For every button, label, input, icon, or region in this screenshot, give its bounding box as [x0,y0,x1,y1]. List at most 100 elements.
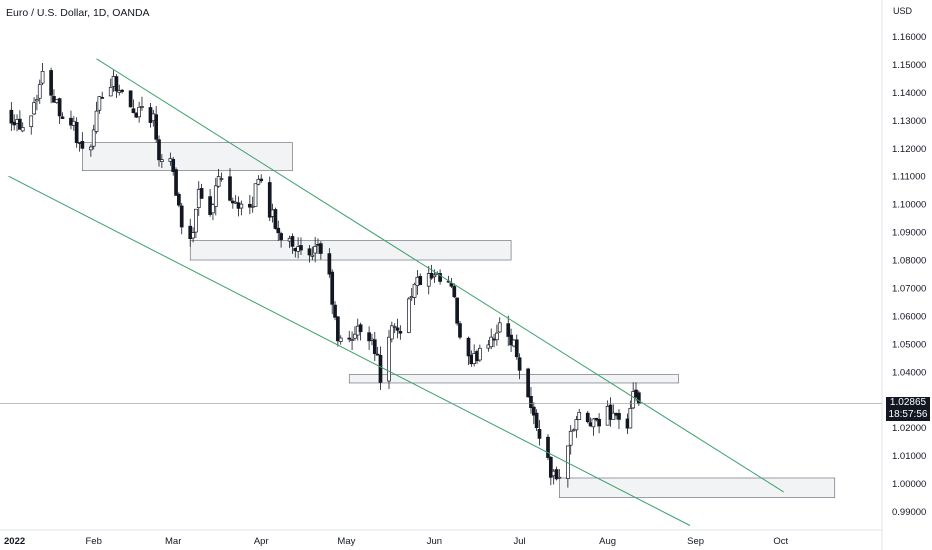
channel-lower-line[interactable] [8,175,691,526]
candle [395,318,400,339]
candle [49,67,53,104]
candle-body-up [571,429,576,432]
candle [253,183,258,207]
candle [517,353,522,380]
candle-body-down [157,139,161,161]
candle-body-up [557,476,562,479]
candle [37,79,42,104]
candle-body-down [398,331,403,334]
time-tick-label: Jul [514,536,526,547]
candle [577,408,582,421]
channel-upper-line[interactable] [96,58,784,493]
candle-body-down [154,114,159,140]
candle [557,469,562,479]
candle [347,330,352,343]
candle [174,167,178,196]
candle-body-up [194,208,198,233]
candle [631,382,636,410]
candle [57,97,62,124]
candle-body-down [378,354,383,383]
candle [108,78,113,97]
candle [89,144,93,157]
candle-body-up [40,70,45,84]
price-tick-label: 1.10000 [892,200,926,211]
candle-body-down [120,89,124,92]
candle-body-up [216,176,221,187]
support-resistance-zone[interactable] [559,477,836,498]
candle-body-down [418,276,423,285]
candle-body-up [191,232,195,239]
candle-body-down [347,337,352,340]
time-tick-label: Oct [773,536,788,547]
support-resistance-zone[interactable] [348,374,679,384]
candle [398,325,403,340]
candle-body-up [310,254,315,257]
candle [546,434,550,461]
candle-body-down [174,169,178,196]
candle-body-down [608,404,613,420]
candle-body-down [171,159,176,172]
price-tick-label: 1.16000 [892,32,926,43]
candle [372,331,377,361]
candle [80,132,85,150]
candle-body-up [219,178,224,180]
candle [455,297,459,326]
candle-body-down [199,188,204,199]
candle [392,323,397,334]
candle [389,321,394,343]
candle [211,203,215,221]
price-tick-label: 1.01000 [892,451,926,462]
candle [179,202,184,235]
candle [333,301,337,321]
candle-body-down [367,332,371,342]
candle-body-down [9,109,14,124]
candle-body-up [389,325,394,340]
candle [529,387,533,414]
candle [514,334,519,360]
candle-body-up [353,333,357,339]
candle [591,418,596,436]
candle-body-down [537,429,542,439]
candle-body-up [108,86,113,97]
current-price-value: 1.02865 [889,396,927,408]
candle [426,266,431,295]
candle [159,154,164,169]
candle [228,168,232,202]
candle [387,329,391,390]
candle-body-up [489,336,494,348]
candle [506,315,511,346]
candle-body-up [432,274,437,278]
price-tick-label: 1.09000 [892,228,926,239]
candle-body-up [159,159,164,162]
candle [128,90,133,108]
candle-body-down [330,271,335,305]
price-tick-label: 1.07000 [892,283,926,294]
time-tick-label: Sep [687,536,704,547]
candle-body-down [534,412,539,429]
candle-body-up [497,322,502,333]
support-resistance-zone[interactable] [82,142,293,171]
candle [350,331,354,350]
candle-body-up [611,412,616,420]
candle [466,336,471,366]
candle [597,413,601,434]
candle [574,415,579,438]
candle-body-down [60,116,65,119]
bar-countdown: 18:57:56 [888,408,928,420]
candle [60,112,65,119]
candle-body-up [37,84,42,99]
candle [458,320,462,340]
price-tick-label: 1.06000 [892,311,926,322]
candle [531,402,536,425]
candle-body-up [20,127,25,132]
candle-body-down [273,209,278,229]
candle-body-up [412,283,417,298]
time-tick-label: Aug [599,536,616,547]
candle [617,409,621,430]
price-tick-label: 1.05000 [892,339,926,350]
candle [40,63,45,86]
support-resistance-zone[interactable] [189,240,512,261]
candle [412,282,417,305]
symbol-title[interactable]: Euro / U.S. Dollar, 1D, OANDA [6,7,150,19]
